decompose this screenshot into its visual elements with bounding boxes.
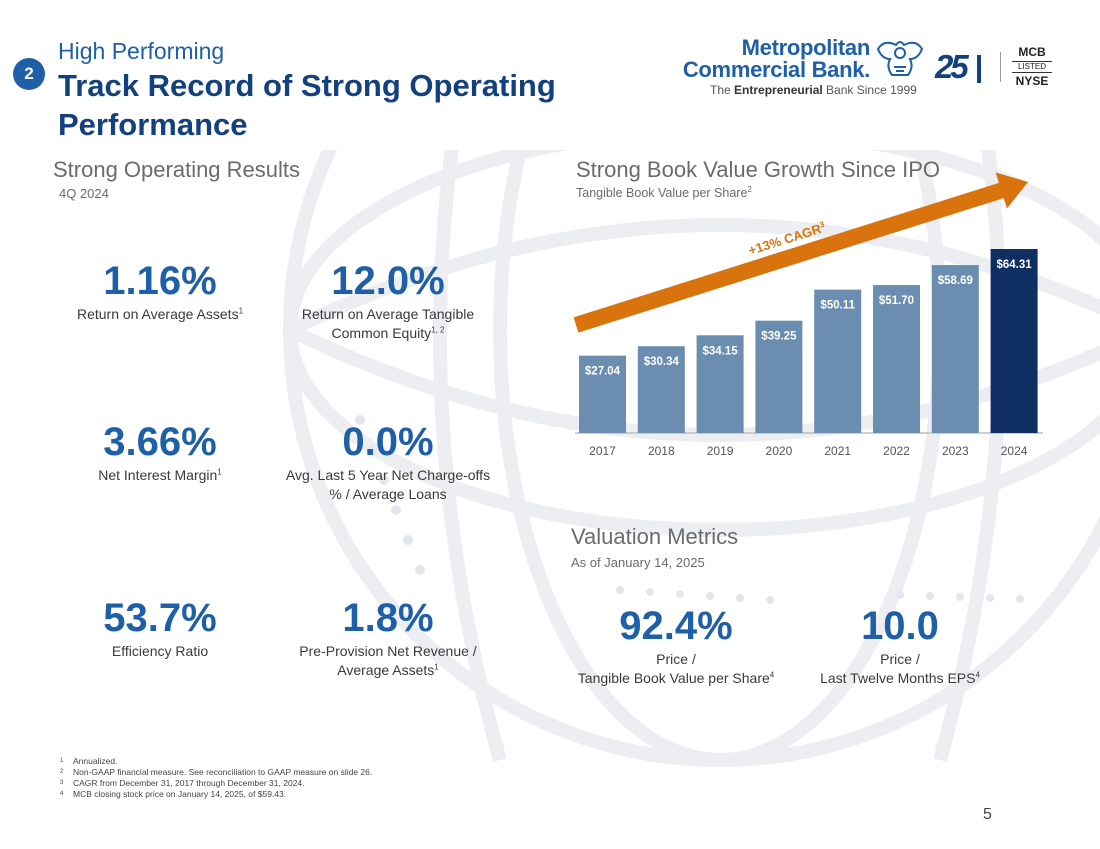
ticker-symbol: MCB xyxy=(1018,45,1046,59)
metric-value: 3.66% xyxy=(103,420,217,464)
bar-2024 xyxy=(990,249,1038,433)
footnote: 1 Annualized. xyxy=(60,756,118,766)
bar-value-label: $58.69 xyxy=(938,275,973,287)
metric-price-to-eps: 10.0 Price / Last Twelve Months EPS4 xyxy=(785,604,1015,688)
metric-return-on-tangible-equity: 12.0% Return on Average Tangible Common … xyxy=(273,259,503,343)
valuation-as-of: As of January 14, 2025 xyxy=(571,555,705,570)
page-title: Track Record of Strong Operating Perform… xyxy=(58,68,556,142)
metric-return-on-average-assets: 1.16% Return on Average Assets1 xyxy=(45,259,275,324)
exchange-name: NYSE xyxy=(1015,74,1049,88)
bar-2019 xyxy=(696,335,744,433)
book-value-title: Strong Book Value Growth Since IPO xyxy=(576,157,940,182)
metric-label: Return on Average Assets1 xyxy=(76,306,244,322)
metric-value: 10.0 xyxy=(861,604,939,648)
bar-2017 xyxy=(579,355,626,433)
operating-results-title: Strong Operating Results xyxy=(53,157,301,182)
metric-value: 92.4% xyxy=(619,604,733,648)
page-subtitle: High Performing xyxy=(58,38,225,64)
bar-value-label: $34.15 xyxy=(703,345,739,357)
logo-divider xyxy=(1000,52,1001,82)
metric-efficiency-ratio: 53.7% Efficiency Ratio xyxy=(45,596,275,661)
company-logo: Metropolitan Commercial Bank. The Entrep… xyxy=(683,35,930,105)
metric-ppnr-average-assets: 1.8% Pre-Provision Net Revenue / Average… xyxy=(273,596,503,680)
metric-label: Efficiency Ratio xyxy=(111,643,209,659)
x-tick-label: 2017 xyxy=(589,444,616,458)
cagr-arrow-shape xyxy=(573,172,1028,333)
valuation-title: Valuation Metrics xyxy=(571,524,739,549)
bar-value-label: $50.11 xyxy=(820,300,855,312)
metric-value: 1.16% xyxy=(103,259,217,303)
metric-price-to-tangible-book: 92.4% Price / Tangible Book Value per Sha… xyxy=(561,604,791,688)
bar-2020 xyxy=(755,320,803,433)
metric-label: Price / Tangible Book Value per Share4 xyxy=(577,651,775,686)
footnote: 2 Non-GAAP financial measure. See reconci… xyxy=(60,767,373,777)
x-tick-label: 2023 xyxy=(942,444,969,458)
section-number-badge: 2 xyxy=(13,58,45,90)
bar-value-label: $30.34 xyxy=(644,356,680,368)
x-tick-label: 2018 xyxy=(648,444,675,458)
nyse-listing-badge: MCB LISTED NYSE xyxy=(1012,46,1052,88)
logo-tagline: The Entrepreneurial Bank Since 1999 xyxy=(710,83,917,97)
metric-label: Avg. Last 5 Year Net Charge-offs % / Ave… xyxy=(285,467,491,502)
metric-value: 53.7% xyxy=(103,596,217,640)
bar-value-label: $27.04 xyxy=(585,366,621,378)
footnote: 3 CAGR from December 31, 2017 through Dec… xyxy=(60,778,305,788)
book-value-subtitle: Tangible Book Value per Share2 xyxy=(576,184,752,200)
metric-net-charge-offs: 0.0% Avg. Last 5 Year Net Charge-offs % … xyxy=(273,420,503,504)
bar-2023 xyxy=(931,265,979,433)
metric-label: Price / Last Twelve Months EPS4 xyxy=(820,651,980,686)
eagle-logo-icon xyxy=(876,41,924,76)
x-tick-label: 2024 xyxy=(1001,444,1028,458)
x-tick-label: 2019 xyxy=(707,444,734,458)
bar-value-label: $39.25 xyxy=(761,331,797,343)
footnote: 4 MCB closing stock price on January 14, … xyxy=(60,789,287,799)
logo-text-line2: Commercial Bank. xyxy=(682,57,870,82)
bar-2022 xyxy=(873,285,920,433)
x-tick-label: 2022 xyxy=(883,444,910,458)
metric-label: Net Interest Margin1 xyxy=(98,467,222,483)
metric-label: Pre-Provision Net Revenue / Average Asse… xyxy=(299,643,477,678)
bar-2021 xyxy=(814,289,862,433)
footnotes: 1 Annualized. 2 Non-GAAP financial measure… xyxy=(60,756,372,800)
metric-net-interest-margin: 3.66% Net Interest Margin1 xyxy=(45,420,275,485)
metric-value: 12.0% xyxy=(331,259,445,303)
listed-label: LISTED xyxy=(1012,61,1052,73)
x-tick-label: 2020 xyxy=(766,444,793,458)
bar-value-label: $51.70 xyxy=(879,295,914,307)
bar-value-label: $64.31 xyxy=(997,259,1033,271)
book-value-chart: $27.04 2017 $30.34 2018 $34.15 2019 $39.25 2020… xyxy=(573,172,1043,458)
anniversary-bar xyxy=(977,55,981,83)
logo-text-line1: Metropolitan xyxy=(741,35,871,60)
page-number: 5 xyxy=(983,806,992,823)
metric-value: 0.0% xyxy=(342,420,434,464)
anniversary-mark: 25 xyxy=(935,48,969,85)
x-tick-label: 2021 xyxy=(824,444,851,458)
metric-label: Return on Average Tangible Common Equity… xyxy=(301,306,475,341)
bar-2018 xyxy=(637,346,685,433)
operating-results-period: 4Q 2024 xyxy=(59,186,109,201)
metric-value: 1.8% xyxy=(342,596,434,640)
header-band xyxy=(0,0,1100,150)
